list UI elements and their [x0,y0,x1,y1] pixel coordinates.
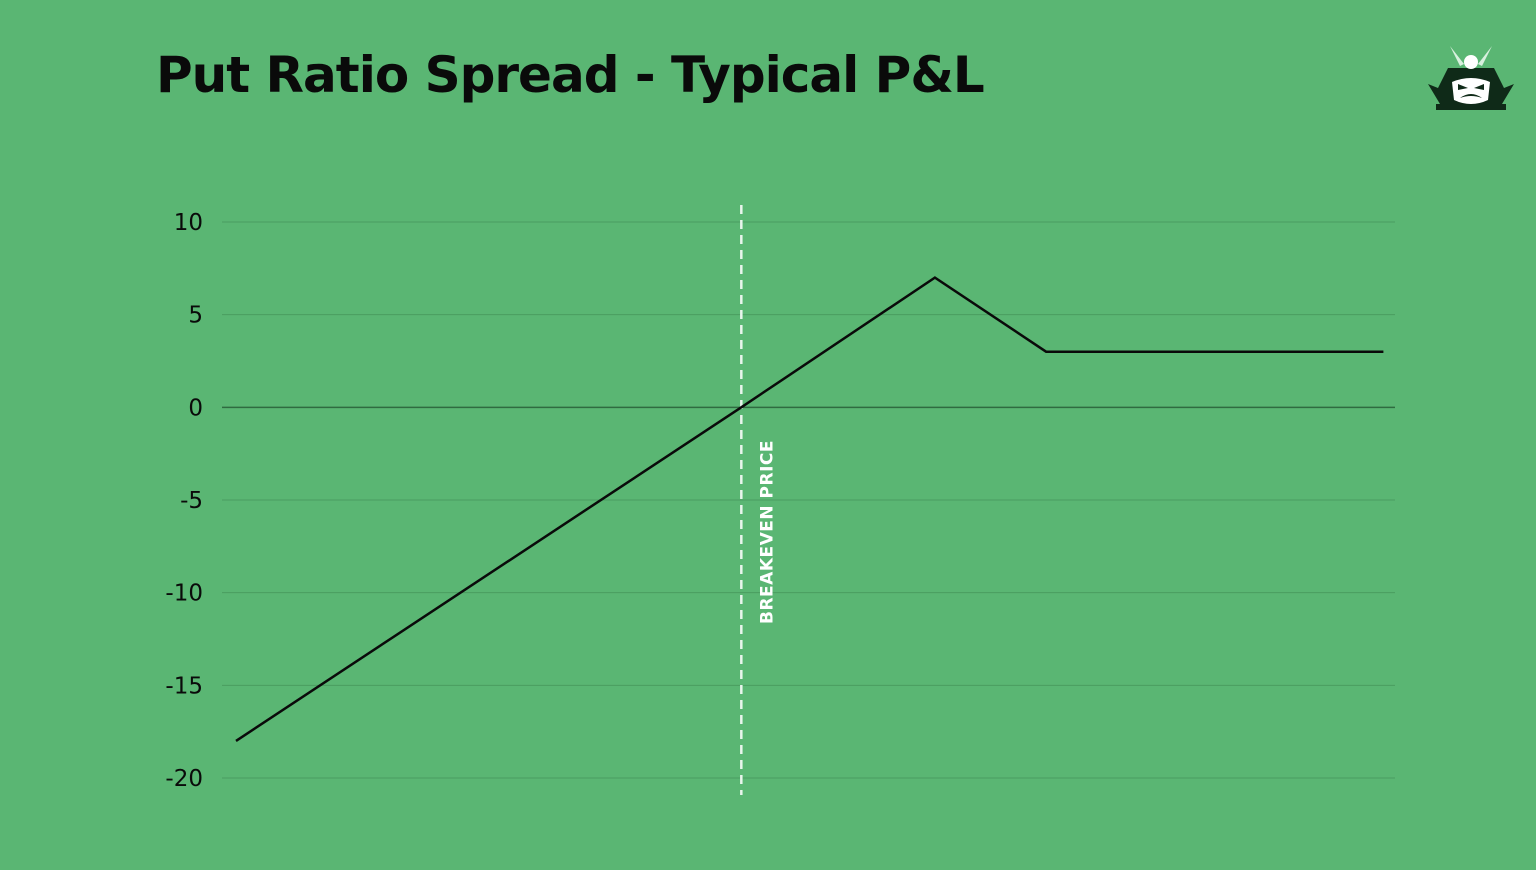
y-tick-label: 0 [188,395,203,421]
y-tick-label: 5 [188,303,203,329]
y-tick-label: -10 [165,581,203,607]
y-tick-label: 10 [174,210,203,236]
pnl-series-line [235,276,1384,742]
y-tick-label: -15 [165,673,203,699]
series-group [235,276,1384,742]
y-axis-ticks: 10 5 0 -5 -10 -15 -20 [165,210,203,792]
samurai-logo-icon [1428,46,1514,110]
y-tick-label: -5 [180,488,203,514]
y-tick-label: -20 [165,766,203,792]
breakeven-label: BREAKEVEN PRICE [757,440,777,624]
breakeven-annotation: BREAKEVEN PRICE [740,205,777,795]
chart-title: Put Ratio Spread - Typical P&L [156,46,985,104]
gridlines [222,221,1395,779]
